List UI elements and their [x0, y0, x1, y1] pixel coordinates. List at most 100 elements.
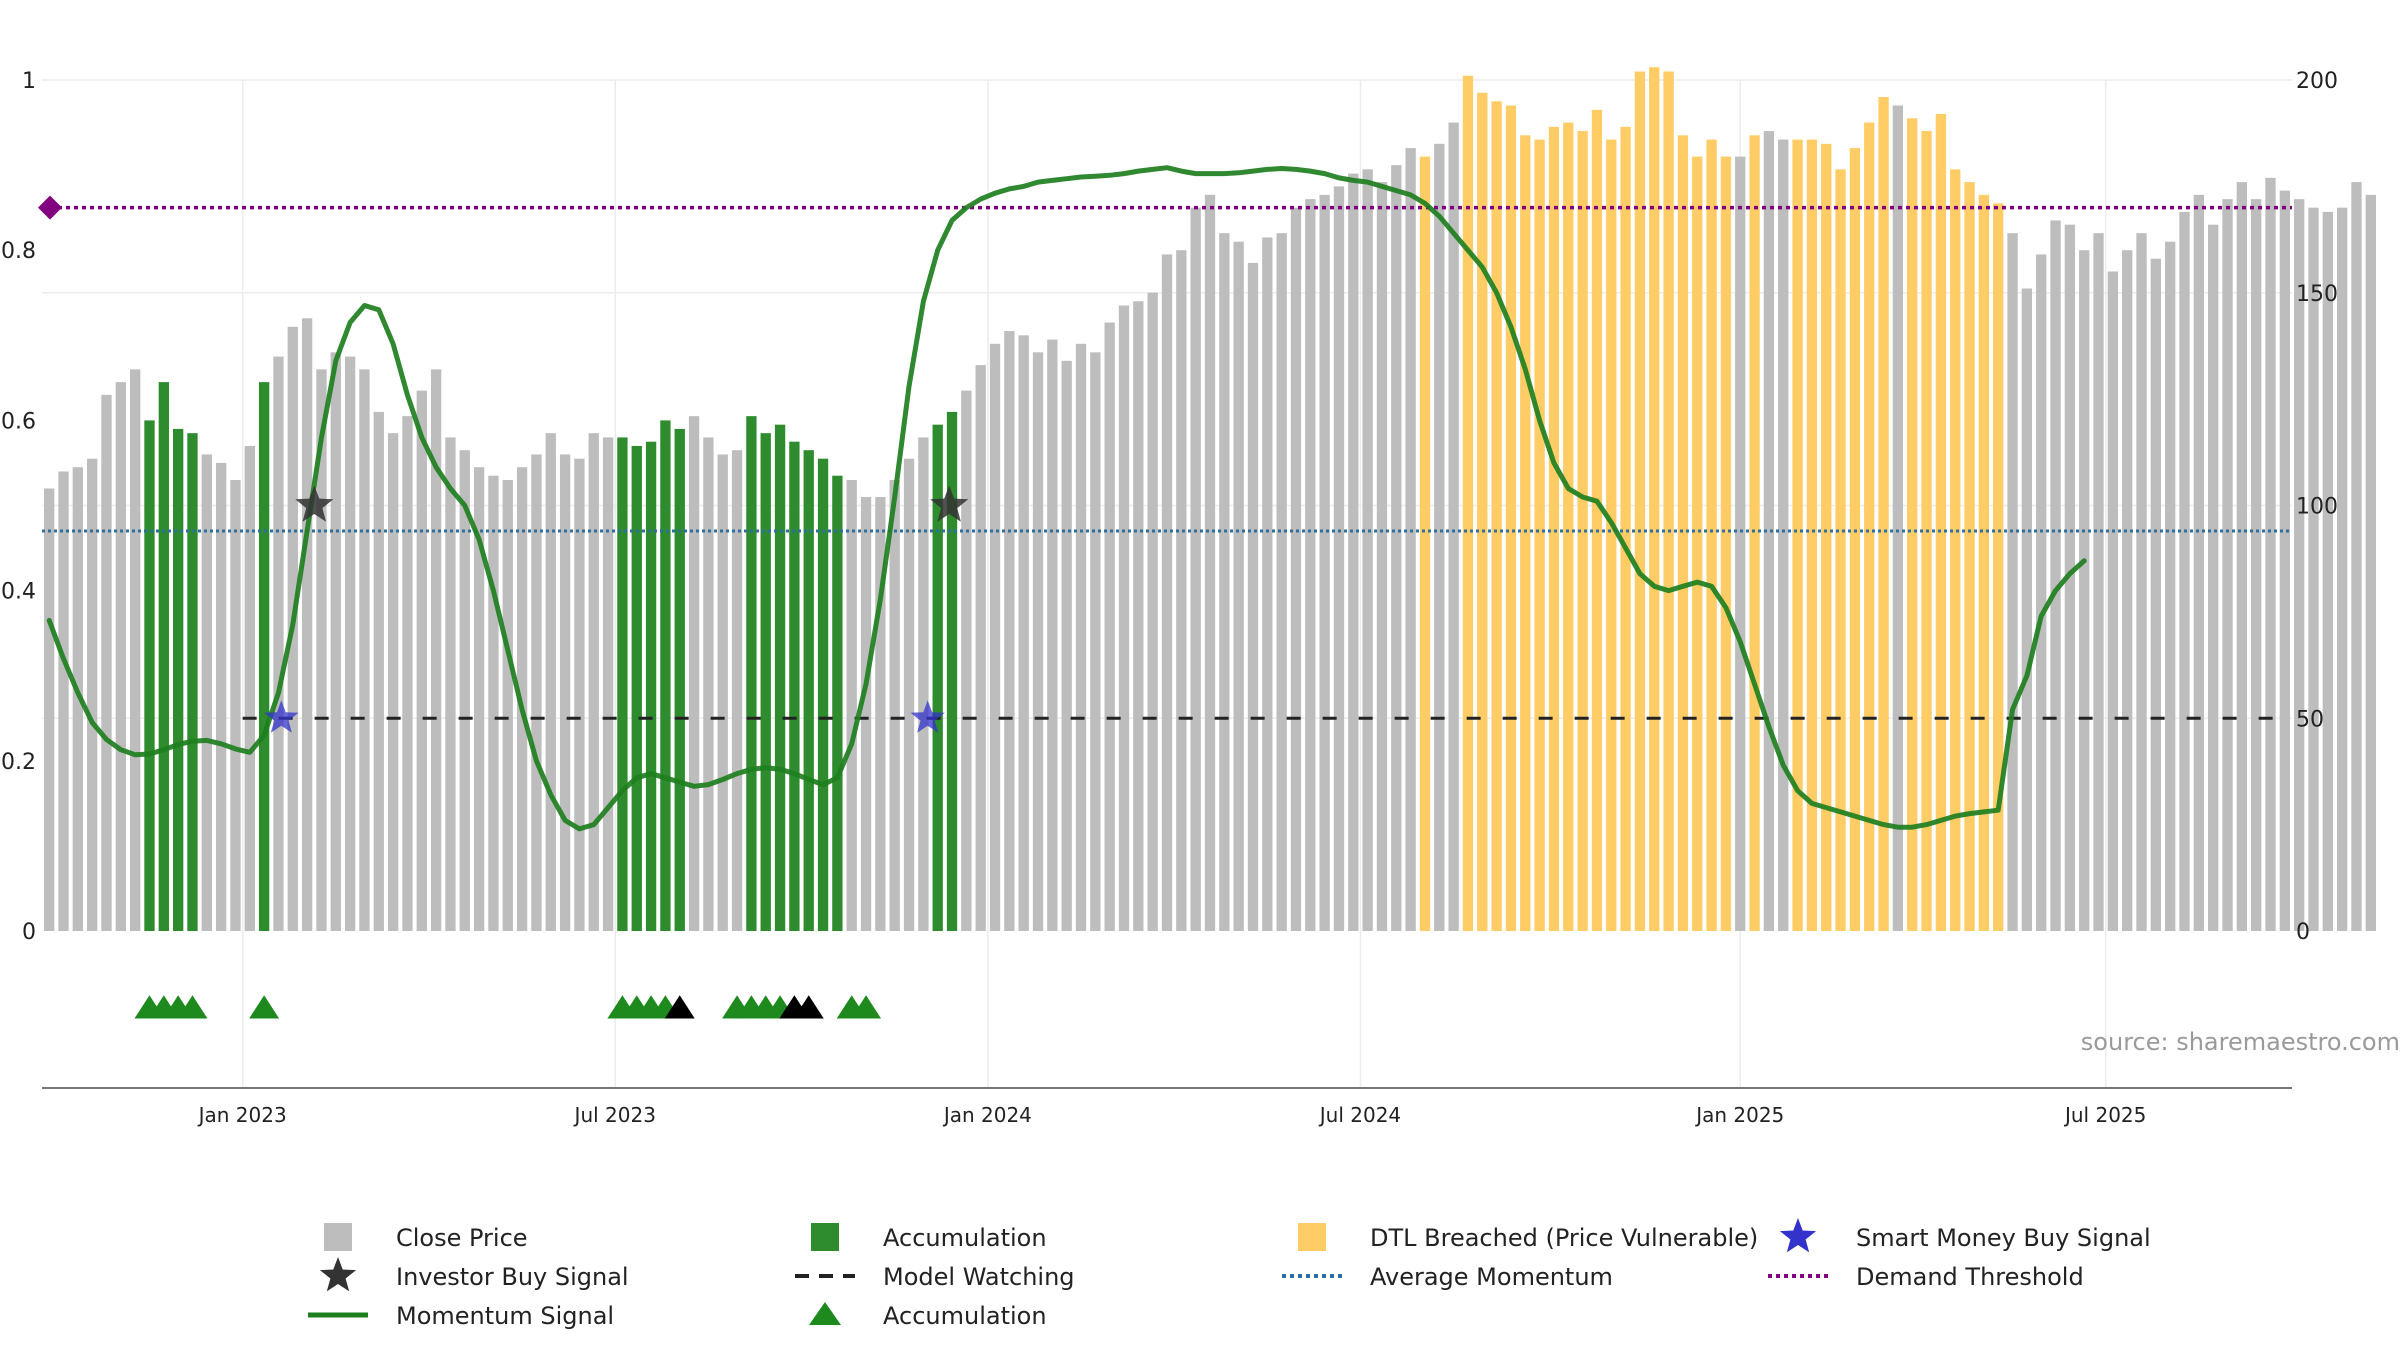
price-bar [1434, 143, 1445, 931]
x-tick-label: Jan 2023 [197, 1103, 287, 1127]
price-bar [2122, 250, 2133, 931]
price-bar [258, 382, 270, 931]
price-bar [129, 369, 141, 932]
price-bar [44, 488, 55, 931]
legend-star-icon [1779, 1218, 1817, 1253]
legend-star-icon [319, 1257, 357, 1292]
price-bar [87, 458, 98, 931]
price-bar [875, 496, 886, 931]
price-bar [2107, 271, 2119, 932]
price-bar [631, 445, 642, 931]
price-bar [2208, 224, 2219, 932]
x-tick-label: Jan 2024 [942, 1103, 1032, 1127]
price-bar [445, 437, 456, 931]
price-bar [1720, 156, 1732, 932]
legend-label: Accumulation [883, 1302, 1047, 1330]
price-bar [1677, 135, 1689, 931]
price-bar [2093, 233, 2104, 931]
legend-item: Average Momentum [1282, 1263, 1613, 1291]
smart-money-star [264, 700, 299, 733]
price-bar [1606, 139, 1617, 931]
price-bar [2294, 199, 2305, 931]
price-bar [1591, 109, 1603, 932]
price-bar [588, 433, 599, 931]
x-tick-label: Jul 2024 [1318, 1103, 1401, 1127]
price-bar [1419, 156, 1431, 932]
price-bar [846, 479, 857, 931]
price-bar [918, 437, 929, 931]
legend-item: Model Watching [795, 1263, 1075, 1291]
accumulation-marker [177, 995, 208, 1019]
price-bar [889, 479, 900, 931]
price-bar [1204, 194, 1216, 931]
price-bar [1950, 169, 1961, 932]
price-bar [1219, 233, 1230, 931]
price-bar [946, 411, 958, 931]
legend: Close Price Accumulation DTL Breached (Pri… [308, 1218, 2151, 1330]
price-bar [187, 433, 198, 931]
price-bar [1548, 126, 1560, 931]
legend-item: DTL Breached (Price Vulnerable) [1298, 1223, 1758, 1252]
demand-threshold-marker [38, 195, 62, 220]
price-bar [1491, 101, 1502, 931]
price-bar [1161, 254, 1173, 931]
reference-lines [38, 195, 2292, 720]
price-bar [2079, 250, 2090, 931]
price-bar [617, 437, 628, 931]
price-bar [989, 343, 1001, 931]
legend-item: Smart Money Buy Signal [1779, 1218, 2151, 1253]
price-bar [1176, 250, 1187, 931]
left-tick-label: 0.2 [1, 750, 36, 775]
price-bar [230, 479, 241, 931]
price-bar [58, 471, 69, 931]
price-bar [2193, 194, 2205, 931]
price-bar [459, 450, 470, 931]
price-bar [531, 454, 542, 931]
price-bar [1118, 305, 1130, 931]
price-bar [1290, 207, 1302, 931]
price-bar [717, 454, 728, 931]
price-bar [1190, 207, 1201, 931]
price-bar [1749, 135, 1760, 931]
price-bar [2222, 199, 2233, 931]
price-bar [1649, 67, 1660, 932]
price-bar [1806, 139, 1818, 931]
accumulation-marker [249, 995, 280, 1019]
legend-label: Demand Threshold [1856, 1263, 2084, 1291]
price-bar [1362, 169, 1373, 932]
price-bar [1878, 97, 1889, 931]
price-bar [172, 428, 184, 931]
price-bar [359, 369, 370, 932]
price-bar [2337, 207, 2348, 931]
legend-label: Investor Buy Signal [396, 1263, 629, 1291]
left-tick-label: 0 [22, 920, 36, 945]
price-bar [1505, 105, 1517, 931]
price-bar [330, 352, 341, 931]
price-bar [301, 318, 313, 931]
price-bar [1477, 92, 1488, 931]
price-bar [1061, 360, 1072, 932]
right-tick-label: 150 [2296, 282, 2338, 307]
price-bar [2265, 177, 2276, 931]
price-bar [660, 420, 671, 931]
left-tick-label: 0.4 [1, 580, 36, 605]
price-bar [2050, 220, 2061, 932]
legend-label: Accumulation [883, 1224, 1047, 1252]
watch-marker [793, 995, 824, 1019]
price-bar [1104, 322, 1115, 931]
legend-swatch [811, 1223, 839, 1251]
price-bar [1706, 139, 1717, 931]
price-bar [1047, 339, 1058, 931]
accumulation-marker [851, 995, 882, 1019]
price-bar [1262, 237, 1273, 931]
price-bar [2322, 211, 2333, 931]
price-bar [789, 441, 800, 931]
legend-swatch [324, 1223, 352, 1251]
marker-strip [134, 995, 882, 1019]
price-bar [2308, 207, 2319, 931]
price-bar [2279, 190, 2290, 931]
price-bar [2251, 199, 2262, 931]
legend-swatch [1298, 1223, 1326, 1251]
price-bar [2150, 258, 2162, 932]
